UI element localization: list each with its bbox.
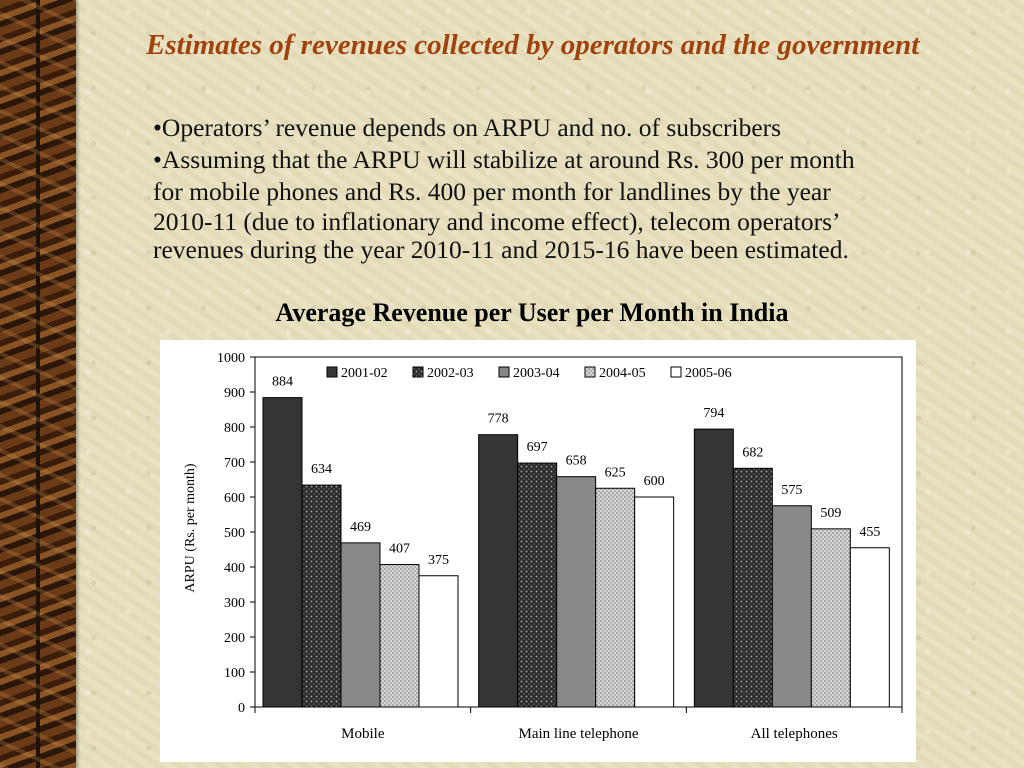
legend-swatch [326,366,338,378]
legend-label: 2002-03 [427,366,474,381]
chart-area: 0 100 200 300 400 500 600 700 800 900 1000 884 634 4… [160,340,916,762]
data-label: 778 [488,412,509,427]
y-tick-label: 500 [224,526,245,541]
bullet-item: •Operators’ revenue depends on ARPU and … [153,113,782,142]
y-axis-label: ARPU (Rs. per month) [183,463,198,592]
bar [301,484,342,708]
y-tick-label: 600 [224,491,245,506]
legend-swatch [584,366,596,378]
data-label: 375 [428,553,449,568]
bar [262,397,303,708]
slide-title: Estimates of revenues collected by opera… [146,29,920,61]
category-label: Mobile [341,726,385,742]
bullet-line: 2010-11 (due to inflationary and income … [153,207,841,236]
legend-label: 2004-05 [599,366,646,381]
legend-swatch [498,366,510,378]
bullet-line: revenues during the year 2010-11 and 201… [153,235,849,264]
y-tick-label: 1000 [217,351,245,366]
bar [634,496,675,708]
bar [517,462,558,708]
data-label: 455 [859,525,880,540]
bar [595,487,636,708]
y-tick-label: 700 [224,456,245,471]
data-label: 884 [272,375,293,390]
bar-chart: 0 100 200 300 400 500 600 700 800 900 1000 884 634 4… [183,351,903,742]
bar [693,428,734,708]
bar [418,575,459,708]
y-tick-label: 900 [224,386,245,401]
y-tick-label: 200 [224,631,245,646]
data-label: 509 [820,506,841,521]
y-tick-label: 0 [238,701,245,716]
category-label: All telephones [751,726,838,742]
bar [771,505,812,708]
data-label: 600 [644,474,665,489]
category-label: Main line telephone [519,726,639,742]
bullet-line: for mobile phones and Rs. 400 per month … [153,177,831,206]
chart-title: Average Revenue per User per Month in In… [275,298,789,327]
bar [340,542,381,708]
data-label: 658 [566,454,587,469]
data-label: 634 [311,462,332,477]
bar [849,547,890,708]
data-label: 625 [605,465,626,480]
legend-swatch [670,366,682,378]
bar [732,467,773,708]
data-label: 469 [350,520,371,535]
y-tick-label: 800 [224,421,245,436]
legend-swatch [412,366,424,378]
data-label: 697 [527,440,548,455]
bar [379,564,420,708]
data-label: 575 [781,483,802,498]
data-label: 794 [703,406,724,421]
legend-label: 2003-04 [513,366,560,381]
bullet-item: •Assuming that the ARPU will stabilize a… [153,145,855,174]
y-tick-label: 300 [224,596,245,611]
bar [556,476,597,708]
y-tick-label: 400 [224,561,245,576]
y-tick-label: 100 [224,666,245,681]
decorative-border [0,0,76,768]
bullet-list: •Operators’ revenue depends on ARPU and … [153,112,1023,264]
data-label: 682 [742,445,763,460]
bar [478,434,519,708]
bar [810,528,851,708]
legend-label: 2001-02 [341,366,388,381]
legend-label: 2005-06 [685,366,732,381]
data-label: 407 [389,542,410,557]
